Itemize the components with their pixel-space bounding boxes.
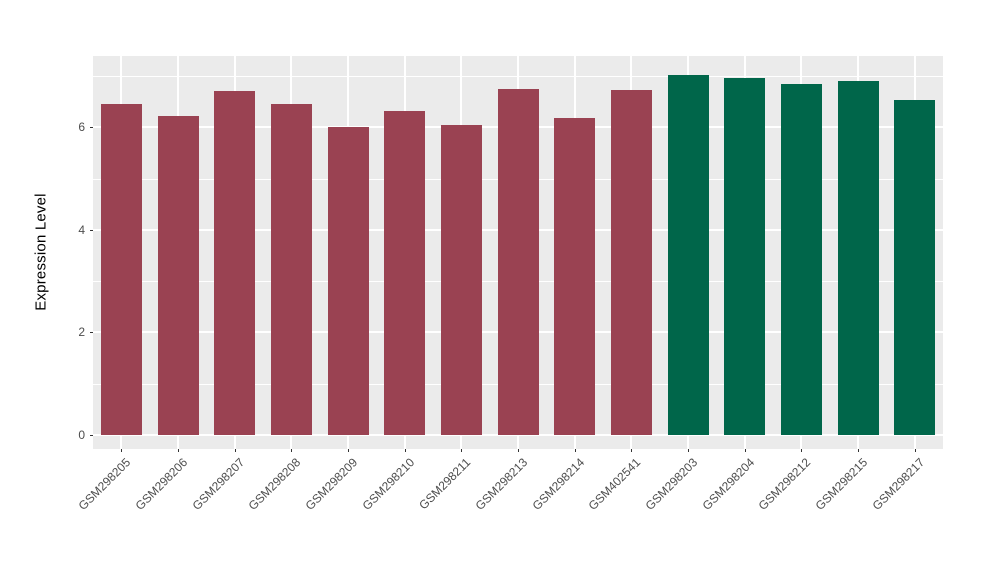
bar-GSM298215 — [837, 81, 879, 435]
x-tick-mark — [178, 449, 179, 452]
bar-GSM298209 — [327, 126, 369, 435]
x-tick-label: GSM298211 — [416, 455, 474, 513]
bar-GSM298211 — [440, 124, 482, 435]
x-tick-label: GSM298203 — [642, 455, 701, 513]
bar-GSM298208 — [270, 103, 312, 435]
x-tick-label: GSM298215 — [812, 455, 871, 513]
x-tick-mark — [461, 449, 463, 452]
bar-GSM298203 — [667, 74, 709, 435]
bar-GSM402541 — [610, 90, 652, 435]
x-tick-label: GSM298207 — [189, 455, 247, 513]
plot-panel — [93, 56, 943, 449]
x-tick-mark — [121, 449, 123, 452]
x-tick-label: GSM298206 — [132, 455, 191, 513]
bar-GSM298210 — [384, 111, 426, 435]
x-tick-mark — [688, 449, 689, 452]
bar-GSM298206 — [157, 116, 199, 435]
bar-GSM298214 — [554, 117, 596, 435]
x-tick-mark — [348, 449, 349, 452]
y-tick-label: 2 — [78, 325, 85, 340]
x-tick-label: GSM298213 — [472, 455, 531, 513]
x-tick-mark — [234, 449, 236, 452]
bar-GSM298217 — [894, 100, 936, 435]
bar-GSM298212 — [780, 83, 822, 435]
x-tick-label: GSM298205 — [75, 455, 134, 513]
x-tick-mark — [404, 449, 406, 452]
y-tick-label: 6 — [78, 120, 85, 135]
bar-GSM298207 — [214, 90, 256, 435]
bar-GSM298205 — [100, 103, 142, 435]
x-tick-label: GSM298217 — [869, 455, 927, 513]
y-tick-mark — [90, 332, 93, 334]
x-tick-label: GSM298209 — [302, 455, 361, 513]
y-tick-mark — [90, 435, 93, 436]
y-tick-label: 4 — [78, 222, 85, 237]
x-tick-mark — [801, 449, 803, 452]
bar-GSM298204 — [724, 78, 766, 435]
y-tick-mark — [90, 127, 93, 129]
x-tick-mark — [518, 449, 519, 452]
x-tick-label: GSM298210 — [359, 455, 417, 513]
x-tick-mark — [631, 449, 633, 452]
x-tick-mark — [914, 449, 916, 452]
x-tick-label: GSM298204 — [699, 455, 757, 513]
y-tick-label: 0 — [78, 428, 85, 442]
x-tick-label: GSM402541 — [585, 455, 644, 513]
x-tick-mark — [744, 449, 746, 452]
x-tick-mark — [858, 449, 859, 452]
x-tick-label: GSM298212 — [755, 455, 814, 513]
y-axis-title: Expression Level — [32, 193, 50, 311]
y-tick-mark — [90, 229, 93, 231]
x-tick-label: GSM298208 — [245, 455, 304, 513]
x-tick-mark — [291, 449, 293, 452]
x-tick-label: GSM298214 — [529, 455, 587, 513]
x-tick-mark — [574, 449, 576, 452]
bar-GSM298213 — [497, 89, 539, 435]
